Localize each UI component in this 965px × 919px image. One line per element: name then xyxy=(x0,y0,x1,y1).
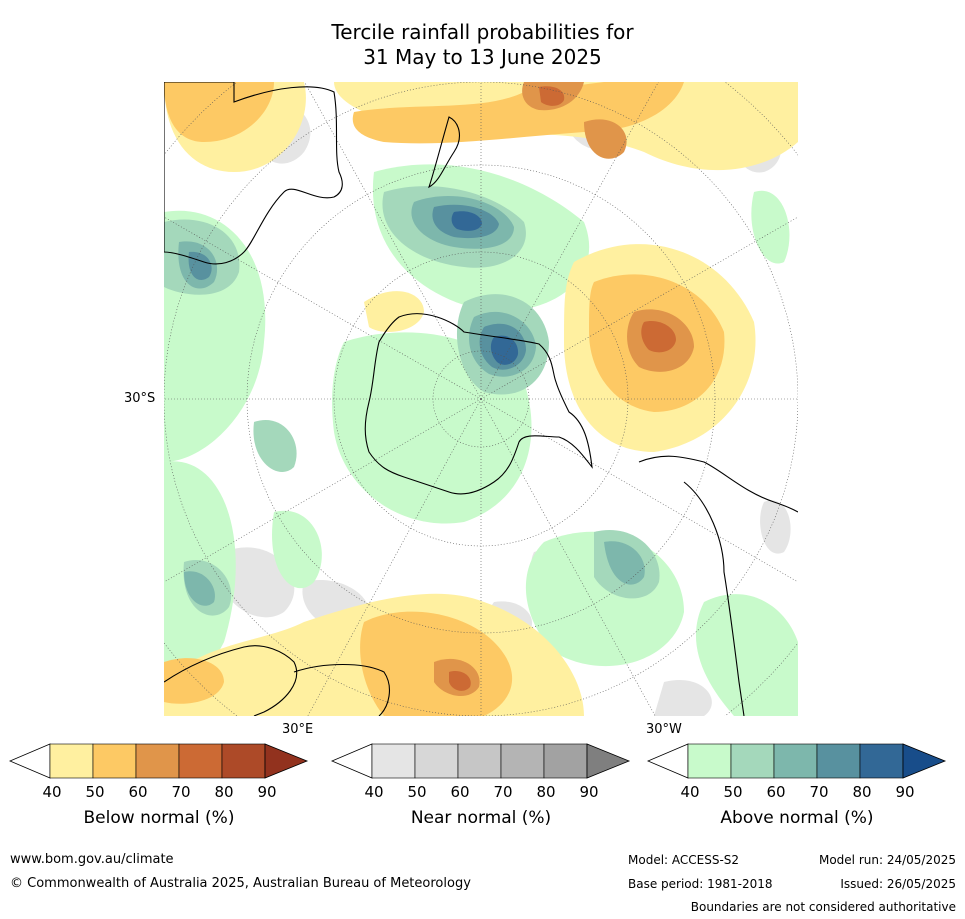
lon-label-30w: 30°W xyxy=(646,722,682,737)
cbar-tick: 70 xyxy=(493,783,513,801)
cbar-segment xyxy=(859,743,904,779)
lon-label-30e: 30°E xyxy=(282,722,314,737)
below-normal-colorbar xyxy=(8,743,309,779)
cbar-tick: 90 xyxy=(579,783,599,801)
cbar-tick: 40 xyxy=(42,783,62,801)
cbar-tick: 70 xyxy=(809,783,829,801)
near-normal-colorbar xyxy=(330,743,631,779)
cbar-segment xyxy=(135,743,180,779)
cbar-under-triangle xyxy=(646,743,689,779)
cbar-tick: 40 xyxy=(680,783,700,801)
cbar-segment xyxy=(816,743,861,779)
title-line-1: Tercile rainfall probabilities for xyxy=(331,20,634,44)
base-period-text: Base period: 1981-2018 xyxy=(628,877,773,891)
cbar-segment xyxy=(414,743,459,779)
cbar-tick: 80 xyxy=(214,783,234,801)
cbar-tick: 50 xyxy=(85,783,105,801)
coastlines xyxy=(164,82,798,716)
cbar-segment xyxy=(92,743,137,779)
above-normal-colorbar xyxy=(646,743,947,779)
cbar-segment xyxy=(371,743,416,779)
cbar-over-triangle xyxy=(902,743,947,779)
near-normal-title: Near normal (%) xyxy=(410,808,552,828)
new-zealand-coastline xyxy=(428,116,460,189)
cbar-tick: 50 xyxy=(723,783,743,801)
website-text: www.bom.gov.au/climate xyxy=(10,852,174,867)
polar-probability-map xyxy=(164,82,798,716)
cbar-tick: 90 xyxy=(257,783,277,801)
cbar-segment xyxy=(178,743,223,779)
cbar-tick: 80 xyxy=(852,783,872,801)
title-line-2: 31 May to 13 June 2025 xyxy=(363,45,602,69)
australia-coastline xyxy=(164,82,343,265)
cbar-over-triangle xyxy=(264,743,309,779)
cbar-segment xyxy=(730,743,775,779)
south-america-coastline xyxy=(638,455,798,716)
cbar-segment xyxy=(457,743,502,779)
cbar-segment xyxy=(543,743,588,779)
meridian-lines xyxy=(164,82,798,716)
cbar-tick: 40 xyxy=(364,783,384,801)
lat-label-30s: 30°S xyxy=(124,391,156,406)
copyright-text: © Commonwealth of Australia 2025, Austra… xyxy=(10,876,471,891)
below-normal-regions xyxy=(164,82,798,716)
cbar-tick: 70 xyxy=(171,783,191,801)
above-normal-title: Above normal (%) xyxy=(720,808,874,828)
cbar-under-triangle xyxy=(8,743,51,779)
cbar-segment xyxy=(773,743,818,779)
cbar-tick: 60 xyxy=(450,783,470,801)
disclaimer-text: Boundaries are not considered authoritat… xyxy=(690,900,956,914)
cbar-segment xyxy=(500,743,545,779)
cbar-under-triangle xyxy=(330,743,373,779)
cbar-segment xyxy=(687,743,732,779)
cbar-tick: 90 xyxy=(895,783,915,801)
below-normal-title: Below normal (%) xyxy=(83,808,235,828)
model-run-text: Model run: 24/05/2025 xyxy=(818,853,956,867)
antarctica-coastline xyxy=(364,313,593,495)
above-normal-regions xyxy=(164,164,798,716)
cbar-tick: 60 xyxy=(128,783,148,801)
cbar-tick: 50 xyxy=(407,783,427,801)
cbar-over-triangle xyxy=(586,743,631,779)
cbar-tick: 60 xyxy=(766,783,786,801)
cbar-segment xyxy=(49,743,94,779)
africa-coastline xyxy=(164,645,390,716)
cbar-tick: 80 xyxy=(536,783,556,801)
model-text: Model: ACCESS-S2 xyxy=(628,853,740,867)
map-title: Tercile rainfall probabilities for 31 Ma… xyxy=(0,20,965,70)
issued-text: Issued: 26/05/2025 xyxy=(840,877,956,891)
cbar-segment xyxy=(221,743,266,779)
